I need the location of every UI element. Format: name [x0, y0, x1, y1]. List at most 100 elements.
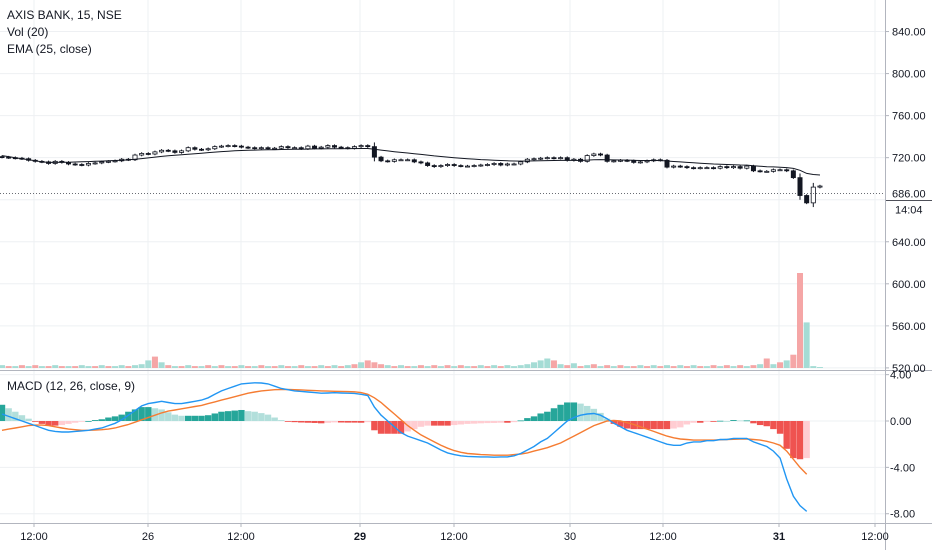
volume-bar — [816, 367, 823, 368]
macd-tick-label: -8.00 — [890, 509, 915, 521]
candle-body — [691, 167, 697, 170]
histogram-bar — [610, 421, 617, 424]
macd-tick-label: 4.00 — [890, 370, 911, 382]
candle-body — [631, 160, 637, 163]
volume-bar — [544, 358, 551, 368]
volume-bar — [777, 362, 784, 368]
volume-bar — [484, 366, 491, 368]
histogram-bar — [58, 421, 66, 426]
histogram-bar — [510, 421, 518, 423]
candle-body — [318, 146, 324, 149]
histogram-bar — [238, 409, 245, 421]
candle-body — [731, 166, 737, 169]
candle-body — [6, 156, 12, 159]
volume-bar — [737, 365, 744, 368]
volume-bar — [258, 365, 265, 368]
candle-body — [218, 145, 224, 148]
volume-bar — [650, 365, 657, 368]
volume-bar — [710, 365, 717, 368]
candle-body — [159, 149, 165, 153]
volume-bar — [112, 366, 119, 368]
volume-bar — [331, 365, 338, 368]
candle-body — [750, 165, 756, 172]
candle-body — [411, 159, 417, 163]
volume-bar — [245, 366, 252, 368]
volume-bar — [304, 366, 311, 368]
volume-bar — [697, 366, 704, 368]
volume-bar — [0, 365, 5, 368]
volume-bar — [683, 366, 690, 368]
volume-bar — [284, 366, 291, 368]
histogram-bar — [464, 421, 471, 424]
volume-bar — [45, 366, 52, 368]
volume-bar — [810, 366, 817, 368]
histogram-bar — [690, 421, 697, 423]
volume-bar — [504, 365, 511, 368]
volume-bar — [278, 365, 285, 368]
histogram-bar — [597, 412, 604, 421]
volume-bar — [451, 366, 458, 368]
histogram-bar — [331, 421, 338, 423]
histogram-bar — [0, 404, 6, 421]
histogram-bar — [198, 415, 205, 421]
candle-body — [604, 154, 610, 162]
price-tick-label: 520.00 — [892, 363, 926, 375]
candle-body — [584, 155, 590, 162]
volume-bar — [717, 366, 724, 368]
volume-bar — [750, 365, 757, 368]
candle-body — [99, 161, 105, 164]
candle-body — [105, 160, 111, 163]
histogram-bar — [271, 417, 278, 421]
candle-body — [558, 157, 564, 160]
volume-bar — [364, 360, 371, 368]
candle-body — [278, 146, 284, 149]
volume-bar — [198, 366, 205, 368]
candle-body — [185, 147, 191, 152]
macd-title: MACD (12, 26, close, 9) — [7, 379, 136, 393]
candle-body — [445, 164, 451, 166]
histogram-bar — [98, 419, 105, 421]
histogram-bar — [776, 421, 784, 434]
histogram-bar — [231, 410, 238, 421]
time-tick-label: 30 — [564, 531, 576, 543]
volume-bar — [32, 365, 39, 368]
candle-body — [285, 146, 291, 149]
candle-body — [591, 153, 597, 156]
histogram-bar — [590, 408, 598, 421]
histogram-bar — [45, 421, 52, 426]
histogram-bar — [677, 421, 684, 428]
volume-bar — [584, 365, 591, 368]
candle-body — [358, 145, 364, 148]
volume-bar — [803, 322, 810, 368]
candle-body — [737, 166, 743, 169]
histogram-bar — [78, 421, 85, 422]
volume-bar — [191, 366, 198, 368]
volume-bar — [703, 366, 710, 368]
volume-bar — [384, 365, 391, 368]
price-tick-label: 760.00 — [892, 111, 926, 123]
volume-bar — [145, 360, 152, 368]
candle-body — [697, 167, 703, 170]
histogram-bar — [5, 408, 12, 421]
volume-bar — [118, 365, 125, 368]
price-tick-label: 640.00 — [892, 237, 926, 249]
candle-body — [298, 147, 304, 150]
candlesticks — [0, 142, 823, 208]
candle-body — [804, 195, 810, 204]
price-tick-label: 600.00 — [892, 279, 926, 291]
histogram-bar — [171, 414, 179, 421]
volume-bar — [783, 360, 790, 368]
volume-bar — [211, 366, 218, 368]
candle-body — [478, 164, 484, 167]
histogram-bar — [577, 403, 584, 421]
histogram-bar — [637, 421, 644, 430]
volume-bar — [225, 366, 232, 368]
histogram-bar — [251, 411, 258, 421]
histogram-bar — [178, 415, 185, 421]
candle-body — [165, 149, 171, 152]
macd-legend: MACD (12, 26, close, 9) — [7, 378, 135, 395]
histogram-bar — [165, 412, 172, 421]
volume-bar — [132, 365, 138, 368]
candle-body — [518, 161, 524, 165]
